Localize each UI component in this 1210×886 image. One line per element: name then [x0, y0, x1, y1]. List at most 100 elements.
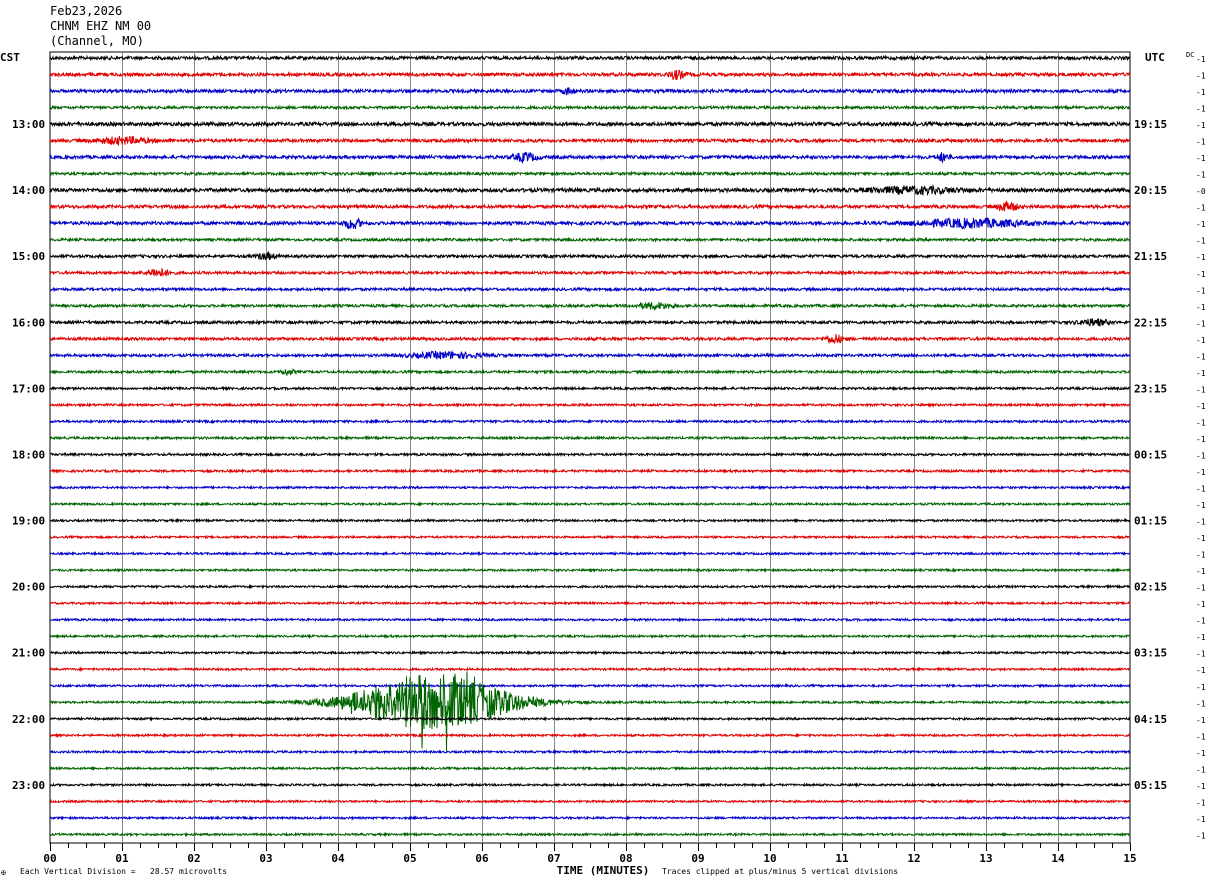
- trace-line: [49, 135, 1131, 147]
- x-tick-label: 12: [907, 852, 920, 865]
- dc-offset-labels: -1 -1 -1 -1 -1 -1 -1 -1 -0 -1 -1 -1 -1 -1 -1 -1 -1 -1 -1 -1…: [1196, 55, 1206, 840]
- cst-hour-label: 20:00: [12, 581, 45, 594]
- dc-offset-label: -1: [1196, 303, 1206, 312]
- utc-hour-label: 05:15: [1134, 779, 1167, 792]
- x-tick-label: 14: [1051, 852, 1065, 865]
- dc-offset-label: -1: [1196, 138, 1206, 147]
- trace-line: [49, 236, 1131, 243]
- utc-hour-label: 03:15: [1134, 647, 1167, 660]
- trace-line: [49, 184, 1131, 197]
- trace-line: [49, 616, 1131, 623]
- header-date: Feb23,2026: [50, 4, 123, 18]
- dc-offset-label: -1: [1196, 617, 1206, 626]
- trace-line: [49, 250, 1131, 261]
- trace-line: [49, 534, 1131, 540]
- trace-line: [49, 550, 1131, 557]
- seismic-traces: [49, 54, 1131, 838]
- left-axis-title: CST: [0, 51, 20, 64]
- x-tick-label: 11: [835, 852, 849, 865]
- utc-hour-labels: 19:15 20:15 21:15 22:15 23:15 00:15 01:15 02:15…: [1134, 118, 1167, 792]
- utc-hour-label: 21:15: [1134, 250, 1167, 263]
- trace-line: [49, 286, 1131, 293]
- dc-offset-label: -1: [1196, 485, 1206, 494]
- trace-line: [49, 649, 1131, 656]
- cst-hour-label: 13:00: [12, 118, 45, 131]
- utc-hour-label: 00:15: [1134, 448, 1167, 461]
- dc-offset-label: -1: [1196, 551, 1206, 560]
- header-station: CHNM EHZ NM 00: [50, 19, 152, 33]
- cst-hour-label: 21:00: [12, 647, 45, 660]
- trace-line: [49, 583, 1131, 590]
- dc-offset-label: -1: [1196, 567, 1206, 576]
- dc-offset-label: -1: [1196, 782, 1206, 791]
- utc-hour-label: 23:15: [1134, 382, 1167, 395]
- trace-line: [49, 120, 1131, 128]
- dc-offset-label: -1: [1196, 716, 1206, 725]
- dc-offset-label: -1: [1196, 435, 1206, 444]
- dc-offset-label: -1: [1196, 154, 1206, 163]
- dc-offset-label: -1: [1196, 633, 1206, 642]
- x-tick-label: 02: [187, 852, 200, 865]
- dc-offset-label: -1: [1196, 88, 1206, 97]
- minute-gridlines: [49, 51, 1131, 844]
- trace-line: [49, 682, 1131, 689]
- dc-offset-label: -1: [1196, 121, 1206, 130]
- dc-offset-label: -0: [1196, 187, 1206, 196]
- dc-offset-label: -1: [1196, 270, 1206, 279]
- x-tick-label: 00: [43, 852, 56, 865]
- dc-offset-label: -1: [1196, 683, 1206, 692]
- x-tick-label: 01: [115, 852, 129, 865]
- cst-hour-label: 17:00: [12, 382, 45, 395]
- trace-line: [49, 600, 1131, 606]
- trace-line: [49, 467, 1131, 475]
- dc-offset-label: -1: [1196, 369, 1206, 378]
- dc-offset-label: -1: [1196, 220, 1206, 229]
- trace-line: [49, 501, 1131, 507]
- dc-offset-label: -1: [1196, 237, 1206, 246]
- trace-line: [49, 334, 1131, 345]
- trace-line: [49, 170, 1130, 177]
- trace-line: [49, 732, 1131, 739]
- dc-offset-label: -1: [1196, 55, 1206, 64]
- dc-offset-label: -1: [1196, 798, 1206, 807]
- trace-line: [49, 349, 1131, 360]
- trace-line: [49, 104, 1131, 111]
- trace-line: [49, 781, 1131, 788]
- dc-offset-label: -1: [1196, 815, 1206, 824]
- dc-offset-label: -1: [1196, 666, 1206, 675]
- x-tick-label: 13: [979, 852, 992, 865]
- trace-line: [49, 301, 1131, 311]
- utc-hour-label: 04:15: [1134, 713, 1167, 726]
- header-location: (Channel, MO): [50, 34, 144, 48]
- trace-line: [49, 815, 1131, 821]
- dc-offset-label: -1: [1196, 749, 1206, 758]
- trace-line: [49, 671, 1131, 752]
- dc-offset-label: -1: [1196, 319, 1206, 328]
- dc-offset-label: -1: [1196, 831, 1206, 840]
- trace-line: [49, 54, 1131, 62]
- x-tick-label: 09: [691, 852, 704, 865]
- dc-offset-label: -1: [1196, 534, 1206, 543]
- utc-hour-label: 20:15: [1134, 184, 1167, 197]
- trace-line: [49, 151, 1131, 165]
- x-tick-label: 15: [1123, 852, 1136, 865]
- cst-hour-label: 16:00: [12, 316, 45, 329]
- x-tick-label: 08: [619, 852, 632, 865]
- trace-line: [49, 765, 1131, 772]
- dc-offset-label: -1: [1196, 650, 1206, 659]
- trace-line: [49, 517, 1131, 524]
- trace-line: [49, 831, 1131, 838]
- right-axis-title: UTC: [1145, 51, 1165, 64]
- x-axis-title: TIME (MINUTES): [557, 864, 650, 877]
- cst-hour-label: 15:00: [12, 250, 45, 263]
- trace-line: [49, 418, 1131, 425]
- x-tick-label: 03: [259, 852, 272, 865]
- dc-offset-label: -1: [1196, 732, 1206, 741]
- dc-offset-label: -1: [1196, 765, 1206, 774]
- x-tick-label: 05: [403, 852, 416, 865]
- trace-line: [49, 318, 1131, 327]
- trace-line: [49, 567, 1131, 573]
- dc-offset-label: -1: [1196, 336, 1206, 345]
- trace-line: [49, 401, 1131, 408]
